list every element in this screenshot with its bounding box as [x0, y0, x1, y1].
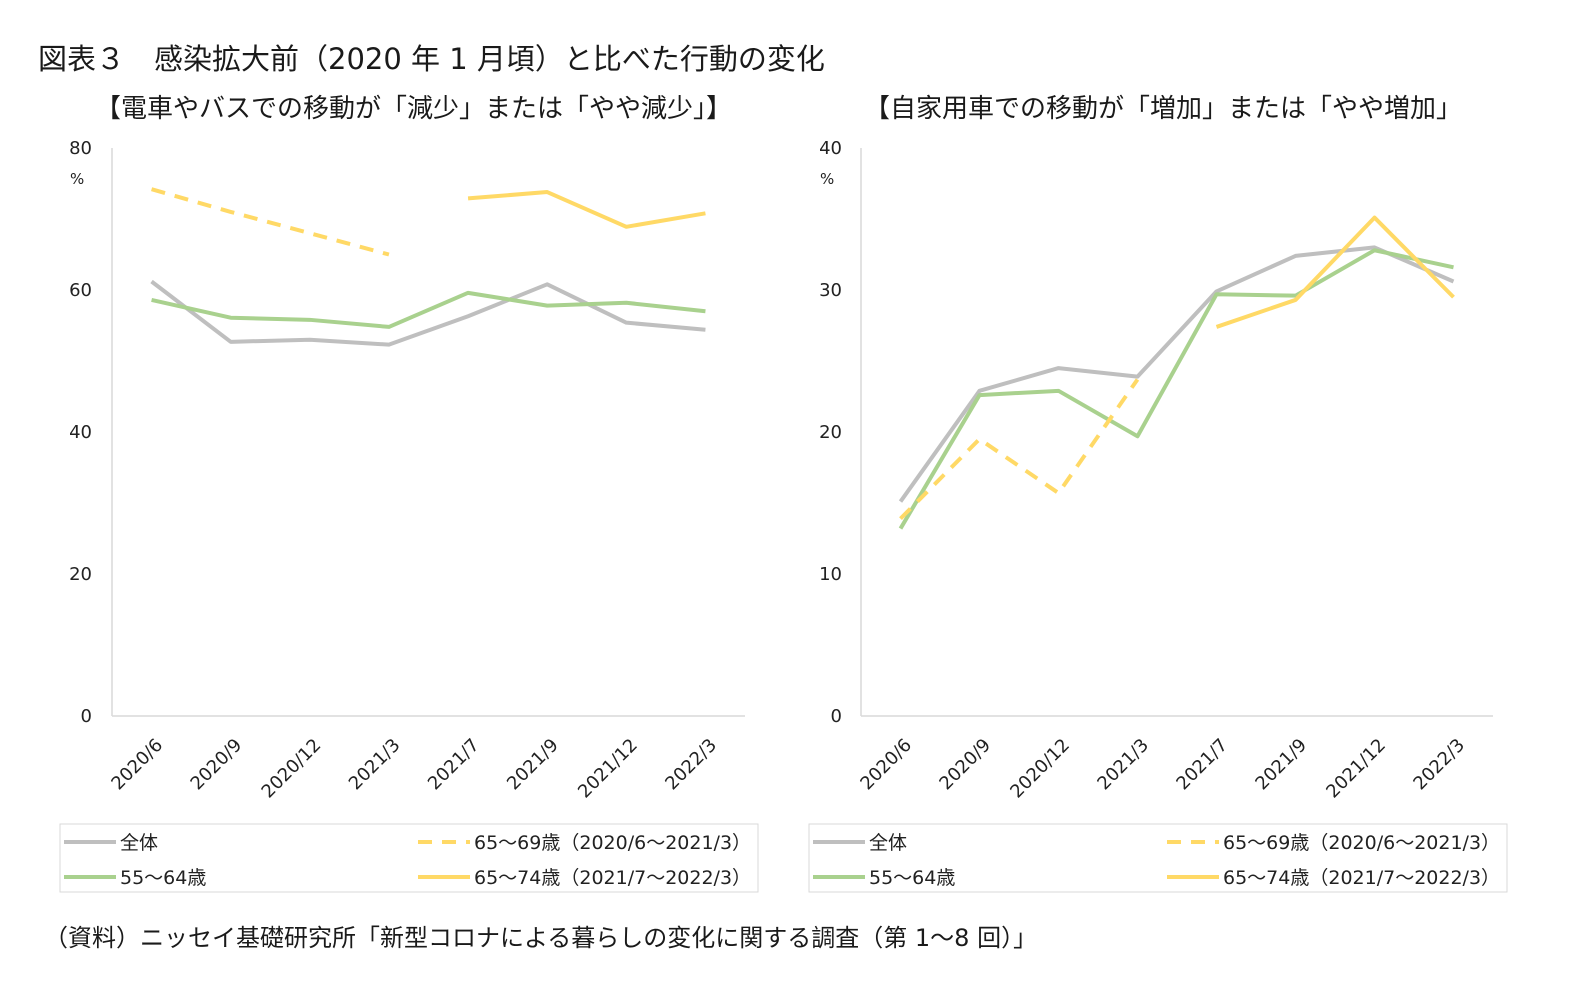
- left-panel-title: 【電車やバスでの移動が「減少」または「やや減少」】: [95, 94, 733, 124]
- series-line-2: [898, 248, 1454, 530]
- series-line-2: [151, 290, 706, 329]
- y-tick-label: 30: [819, 280, 842, 301]
- x-tick-label: 2021/7: [1172, 735, 1232, 795]
- x-tick-label: 2021/3: [1093, 735, 1153, 795]
- legend-label: 55～64歳: [120, 867, 206, 889]
- y-tick-label: 60: [69, 280, 92, 301]
- x-tick-label: 2020/9: [935, 735, 995, 795]
- source-note: （資料）ニッセイ基礎研究所「新型コロナによる暮らしの変化に関する調査（第 1～8…: [44, 924, 1038, 952]
- series-line-4: [1215, 215, 1455, 329]
- legend-label: 全体: [120, 832, 158, 854]
- y-unit-label: %: [820, 170, 834, 188]
- y-unit-label: %: [70, 170, 84, 188]
- y-tick-label: 0: [831, 706, 842, 727]
- y-tick-label: 20: [69, 564, 92, 585]
- series-line-3: [899, 378, 1140, 521]
- legend-label: 65～74歳（2021/7～2022/3）: [1223, 867, 1500, 889]
- x-tick-label: 2022/3: [1409, 735, 1469, 795]
- figure-title: 図表３ 感染拡大前（2020 年 1 月頃）と比べた行動の変化: [38, 42, 825, 76]
- y-tick-label: 10: [819, 564, 842, 585]
- y-tick-label: 40: [69, 422, 92, 443]
- x-tick-label: 2021/12: [1322, 735, 1390, 803]
- y-tick-label: 40: [819, 138, 842, 159]
- legend-label: 65～69歳（2020/6～2021/3）: [474, 832, 751, 854]
- series-line-1: [898, 245, 1455, 503]
- legend-label: 55～64歳: [869, 867, 955, 889]
- legend-label: 65～74歳（2021/7～2022/3）: [474, 867, 751, 889]
- legend-box: [808, 823, 1508, 893]
- x-tick-label: 2021/9: [1251, 735, 1311, 795]
- right-panel-title: 【自家用車での移動が「増加」または「やや増加」: [864, 94, 1463, 124]
- x-tick-label: 2020/6: [856, 735, 916, 795]
- series-line-4: [467, 190, 706, 229]
- series-line-1: [150, 279, 706, 347]
- legend-label: 65～69歳（2020/6～2021/3）: [1223, 832, 1500, 854]
- y-tick-label: 80: [69, 138, 92, 159]
- x-tick-label: 2020/12: [1006, 735, 1074, 803]
- y-tick-label: 20: [819, 422, 842, 443]
- y-tick-label: 0: [81, 706, 92, 727]
- series-line-3: [151, 187, 390, 257]
- legend-label: 全体: [869, 832, 907, 854]
- legend-box: [59, 823, 759, 893]
